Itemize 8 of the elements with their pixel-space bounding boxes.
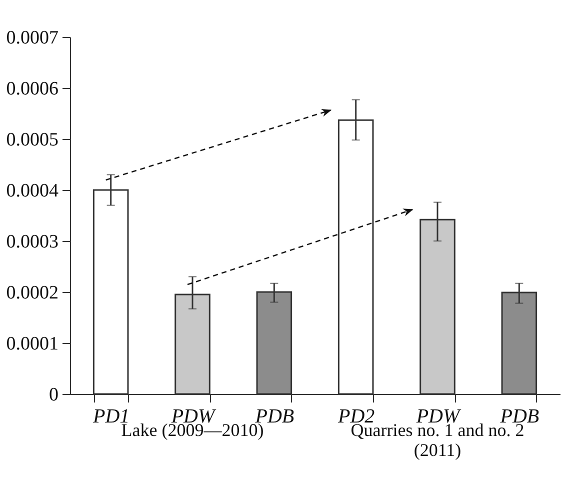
y-tick-label: 0 [49,384,58,406]
y-tick-label: 0.0003 [6,232,58,252]
y-tick-label: 0.0007 [6,28,58,48]
y-tick-label: 0.0001 [6,334,58,354]
y-tick-label: 0.0002 [6,282,58,304]
y-tick-label: 0.0004 [6,180,59,202]
y-tick-label: 0.0005 [6,130,58,150]
y-tick-label: 0.0006 [6,78,58,100]
